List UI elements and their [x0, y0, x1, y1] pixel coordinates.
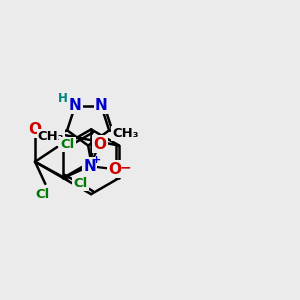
Text: N: N [95, 98, 107, 113]
Text: +: + [92, 155, 101, 165]
Text: Cl: Cl [35, 188, 50, 201]
Text: Cl: Cl [60, 138, 74, 151]
Text: O: O [108, 162, 121, 177]
Text: CH₃: CH₃ [112, 127, 139, 140]
Text: H: H [58, 92, 68, 105]
Text: CH₃: CH₃ [38, 130, 64, 143]
Text: −: − [120, 161, 132, 175]
Text: O: O [93, 136, 106, 152]
Text: O: O [28, 122, 41, 137]
Text: N: N [83, 159, 96, 174]
Text: N: N [69, 98, 82, 113]
Text: Cl: Cl [74, 177, 88, 190]
